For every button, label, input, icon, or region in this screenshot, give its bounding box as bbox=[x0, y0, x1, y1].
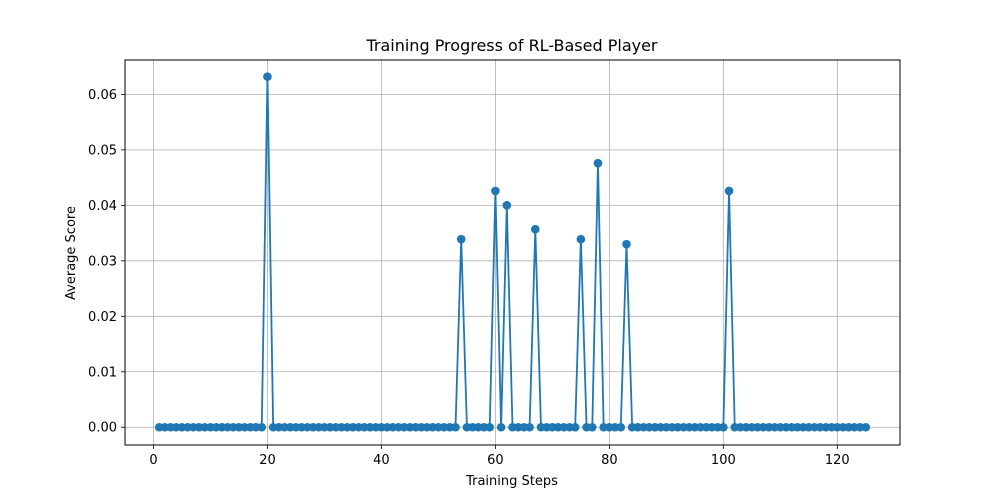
data-point bbox=[622, 239, 631, 249]
y-axis-ticks: 0.00 0.01 0.02 0.03 0.04 0.05 0.06 bbox=[88, 88, 125, 436]
data-point bbox=[587, 422, 597, 432]
data-point bbox=[257, 422, 267, 432]
data-point bbox=[576, 234, 586, 244]
plot-frame bbox=[124, 59, 901, 446]
data-point bbox=[491, 186, 500, 196]
y-axis-label: Average Score bbox=[64, 206, 79, 300]
x-tick-label: 0 bbox=[149, 453, 157, 468]
x-tick-label: 120 bbox=[825, 453, 850, 468]
data-point bbox=[719, 422, 728, 432]
data-point bbox=[570, 422, 580, 432]
data-point bbox=[525, 422, 534, 432]
chart-title: Training Progress of RL-Based Player bbox=[365, 36, 657, 55]
y-tick-label: 0.05 bbox=[88, 143, 117, 158]
data-point bbox=[485, 422, 495, 432]
y-tick-label: 0.06 bbox=[88, 88, 117, 103]
data-point bbox=[451, 422, 460, 432]
data-point bbox=[593, 158, 603, 168]
data-point bbox=[616, 422, 626, 432]
x-tick-label: 20 bbox=[259, 453, 276, 468]
data-point bbox=[456, 234, 466, 244]
data-point bbox=[502, 201, 512, 210]
data-point bbox=[530, 224, 540, 234]
y-tick-label: 0.02 bbox=[88, 310, 117, 325]
data-point bbox=[724, 186, 734, 196]
x-tick-label: 100 bbox=[711, 453, 736, 468]
x-tick-label: 80 bbox=[601, 453, 618, 468]
y-tick-label: 0.04 bbox=[88, 199, 117, 214]
series-markers bbox=[154, 72, 871, 432]
data-point bbox=[861, 422, 871, 432]
data-point bbox=[263, 72, 272, 81]
data-point bbox=[496, 422, 506, 432]
x-axis-ticks: 0 20 40 60 80 100 120 bbox=[149, 445, 850, 468]
y-tick-label: 0.03 bbox=[88, 254, 117, 269]
y-tick-label: 0.01 bbox=[88, 365, 117, 380]
x-tick-label: 60 bbox=[487, 453, 504, 468]
y-tick-label: 0.00 bbox=[88, 421, 117, 436]
x-tick-label: 40 bbox=[373, 453, 390, 468]
x-axis-label: Training Steps bbox=[465, 474, 558, 489]
